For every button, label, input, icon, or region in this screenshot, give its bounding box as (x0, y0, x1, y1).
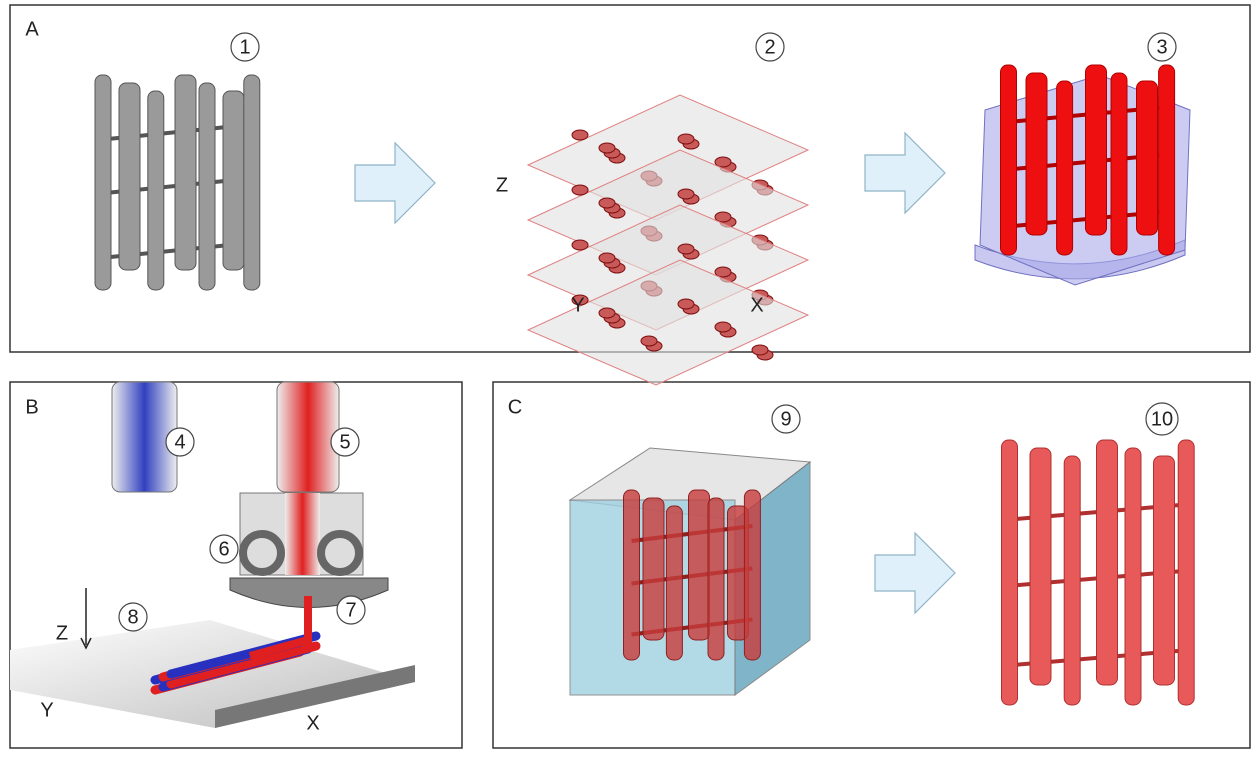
filament (166, 641, 321, 689)
build-plate-edge (215, 665, 415, 728)
callout-number: 9 (780, 408, 791, 430)
printhead-channel (285, 493, 320, 575)
pillar (1056, 80, 1074, 256)
slice-plane (526, 259, 810, 386)
pillar (743, 489, 761, 661)
pillar (222, 90, 245, 271)
slice-section (677, 133, 695, 145)
slice-section (714, 156, 732, 168)
slice-section (598, 197, 616, 209)
heater-ring (317, 530, 363, 576)
slice-section (571, 184, 589, 196)
panel-label: B (25, 396, 38, 418)
callout-badge (209, 534, 239, 564)
callout-badge (330, 427, 360, 457)
pillar (642, 497, 665, 641)
slice-section (571, 239, 589, 251)
callout-badge (771, 404, 801, 434)
pillar (707, 497, 725, 661)
axis-label: Z (496, 174, 508, 196)
step-number: 2 (764, 36, 775, 58)
pillar (1000, 64, 1017, 256)
step-number: 1 (239, 36, 250, 58)
callout-number: 4 (174, 431, 185, 453)
slice-section (714, 321, 732, 333)
flow-arrow (874, 531, 956, 615)
pillar (1025, 72, 1048, 236)
pillar (1158, 64, 1176, 256)
extrusion (248, 596, 312, 660)
pillar (688, 489, 710, 641)
illustrations (10, 64, 1195, 728)
pillar (665, 505, 683, 661)
slice-section (714, 266, 732, 278)
pillar (118, 82, 141, 271)
pillar (1063, 455, 1081, 706)
slice-section (677, 188, 695, 200)
callout-badge (165, 427, 195, 457)
heater-ring (239, 530, 285, 576)
slice-section (571, 294, 589, 306)
slice-section (677, 298, 695, 310)
callout-badge (1145, 402, 1179, 436)
pillar (198, 82, 216, 291)
pillar (1096, 439, 1118, 686)
step-badge (1147, 32, 1177, 62)
pillar (1001, 439, 1018, 706)
slice-section (751, 344, 769, 356)
slice-section (571, 129, 589, 141)
slice-section (677, 243, 695, 255)
step-badge (230, 32, 260, 62)
slice-section (714, 211, 732, 223)
callout-badge (118, 602, 148, 632)
axis-label: Y (40, 699, 53, 721)
callout-number: 6 (218, 538, 229, 560)
pillar (147, 90, 165, 291)
pillar (623, 489, 640, 661)
pillar (1029, 447, 1052, 686)
step-badge (755, 32, 785, 62)
pillar (243, 74, 261, 291)
step-number: 3 (1156, 36, 1167, 58)
z-arrow-head (80, 637, 92, 650)
axis-label: Z (56, 622, 68, 644)
callout-number: 8 (127, 606, 138, 628)
pillar (94, 74, 112, 291)
callout-number: 5 (339, 431, 350, 453)
pillar (174, 74, 197, 271)
pillar (1153, 455, 1175, 686)
axis-label: X (750, 294, 763, 316)
pillar (1177, 439, 1195, 706)
axis-label: Y (571, 294, 584, 316)
pillar (1136, 80, 1158, 236)
callout-badge (336, 595, 366, 625)
slice-section (598, 142, 616, 154)
axis-label: X (306, 712, 319, 734)
pillar (1110, 72, 1128, 256)
callout-number: 10 (1151, 408, 1173, 430)
slice-section (598, 307, 616, 319)
flow-arrow (864, 131, 946, 215)
nozzle-red (276, 381, 340, 493)
callout-number: 7 (345, 599, 356, 621)
slice-section (640, 335, 658, 347)
flow-arrow (354, 141, 436, 225)
pillar (1085, 64, 1107, 236)
panel-label: A (25, 18, 39, 40)
slice-section (598, 252, 616, 264)
panel-label: C (508, 396, 522, 418)
pillar (1124, 447, 1142, 706)
